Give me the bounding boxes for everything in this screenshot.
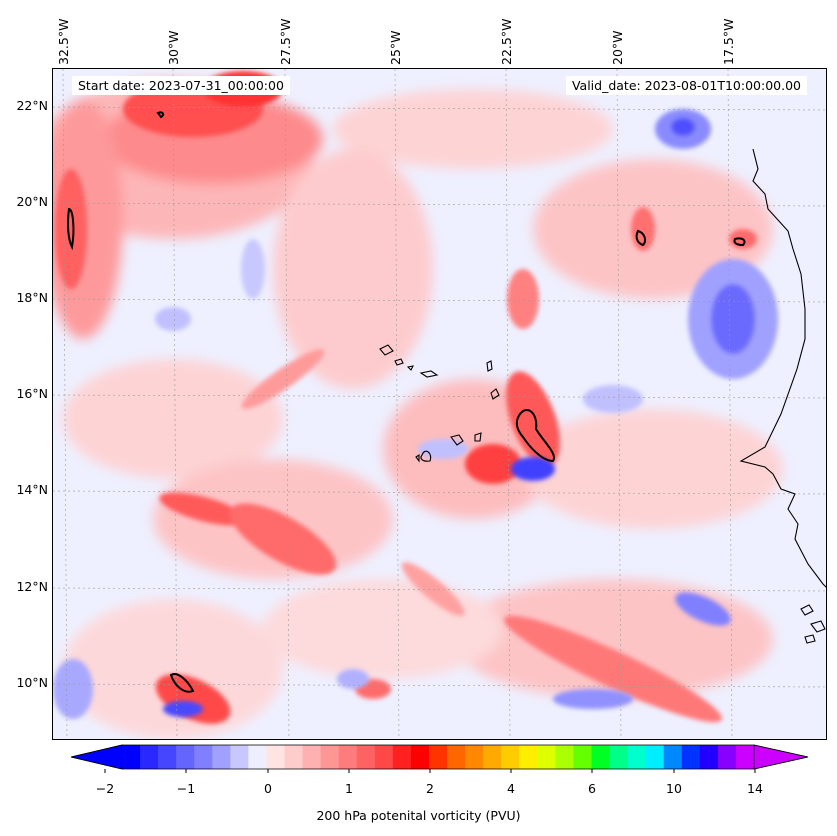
longitude-label-text: 17.5°W — [721, 18, 736, 65]
gridlines — [53, 69, 826, 739]
colorbar-swatch — [212, 745, 231, 769]
longitude-label: 32.5°W — [54, 12, 71, 68]
parallel-line — [53, 106, 826, 111]
colorbar-swatch — [410, 745, 430, 769]
meridian-line — [62, 69, 68, 739]
colorbar-swatch — [609, 745, 629, 769]
colorbar-outline — [70, 744, 809, 770]
colorbar — [70, 744, 809, 773]
meridian-line — [284, 69, 290, 739]
longitude-label-text: 22.5°W — [499, 18, 514, 65]
longitude-label: 17.5°W — [719, 12, 736, 68]
colorbar-swatch — [194, 745, 213, 769]
colorbar-tick-label: −2 — [95, 781, 115, 796]
parallel-line — [53, 202, 826, 207]
latitude-label: 10°N — [16, 675, 48, 690]
parallel-line — [53, 683, 826, 688]
colorbar-swatch — [266, 745, 286, 769]
colorbar-tick-label: 14 — [747, 781, 763, 796]
colorbar-swatch — [230, 745, 249, 769]
parallel-line — [53, 490, 826, 495]
latitude-label: 22°N — [16, 98, 48, 113]
colorbar-swatch — [374, 745, 394, 769]
latitude-label: 18°N — [16, 290, 48, 305]
colorbar-tick-label: 10 — [666, 781, 682, 796]
colorbar-swatch — [338, 745, 358, 769]
colorbar-swatch — [320, 745, 340, 769]
colorbar-swatch — [392, 745, 412, 769]
colorbar-swatch — [663, 745, 683, 769]
colorbar-tick-label: 0 — [264, 781, 272, 796]
colorbar-swatch — [555, 745, 574, 769]
colorbar-swatch — [465, 745, 484, 769]
colorbar-swatch — [627, 745, 647, 769]
start-date-label: Start date: 2023-07-31_00:00:00 — [72, 76, 290, 95]
colorbar-swatch — [447, 745, 466, 769]
meridian-line — [616, 69, 622, 739]
colorbar-swatch — [176, 745, 195, 769]
colorbar-swatch — [428, 745, 448, 769]
colorbar-swatch — [501, 745, 520, 769]
colorbar-swatch — [645, 745, 665, 769]
colorbar-swatch — [717, 745, 737, 769]
colorbar-swatch — [573, 745, 592, 769]
colorbar-tick-label: 2 — [426, 781, 434, 796]
pv-2-contours — [67, 111, 746, 693]
colorbar-swatch — [158, 745, 177, 769]
latitude-label: 16°N — [16, 386, 48, 401]
colorbar-tick-label: 4 — [507, 781, 515, 796]
colorbar-tick-label: −1 — [176, 781, 196, 796]
colorbar-swatch — [140, 745, 159, 769]
latitude-label: 20°N — [16, 194, 48, 209]
longitude-label: 22.5°W — [497, 12, 514, 68]
colorbar-swatch — [681, 745, 701, 769]
longitude-label-text: 27.5°W — [278, 18, 293, 65]
colorbar-swatch — [122, 745, 141, 769]
coastlines — [379, 148, 826, 644]
colorbar-swatch — [537, 745, 556, 769]
pv-field — [53, 71, 783, 739]
colorbar-label: 200 hPa potenital vorticity (PVU) — [316, 808, 521, 823]
pv-map — [53, 69, 826, 739]
longitude-label: 30°W — [164, 12, 181, 68]
colorbar-swatch — [735, 745, 755, 769]
valid-date-label: Valid_date: 2023-08-01T10:00:00.00 — [565, 76, 807, 95]
map-panel — [52, 68, 827, 740]
latitude-label: 12°N — [16, 579, 48, 594]
longitude-label: 25°W — [386, 12, 403, 68]
longitude-label: 27.5°W — [276, 12, 293, 68]
parallel-line — [53, 587, 826, 592]
colorbar-swatch — [483, 745, 502, 769]
meridian-line — [172, 69, 178, 739]
longitude-label: 20°W — [608, 12, 625, 68]
latitude-label: 14°N — [16, 482, 48, 497]
parallel-line — [53, 394, 826, 399]
longitude-label-text: 25°W — [388, 30, 403, 65]
colorbar-swatch — [699, 745, 719, 769]
meridian-line — [394, 69, 400, 739]
parallel-line — [53, 298, 826, 303]
colorbar-swatch — [248, 745, 267, 769]
colorbar-tick-label: 1 — [345, 781, 353, 796]
longitude-label-text: 32.5°W — [56, 18, 71, 65]
meridian-line — [727, 69, 733, 739]
colorbar-tick-label: 6 — [588, 781, 596, 796]
colorbar-swatch — [519, 745, 538, 769]
longitude-label-text: 30°W — [166, 30, 181, 65]
longitude-label-text: 20°W — [610, 30, 625, 65]
colorbar-swatch — [302, 745, 322, 769]
colorbar-extend-high — [753, 744, 809, 770]
colorbar-swatch — [284, 745, 304, 769]
meridian-line — [505, 69, 511, 739]
colorbar-extend-low — [70, 744, 123, 770]
colorbar-swatch — [356, 745, 376, 769]
colorbar-swatch — [591, 745, 611, 769]
